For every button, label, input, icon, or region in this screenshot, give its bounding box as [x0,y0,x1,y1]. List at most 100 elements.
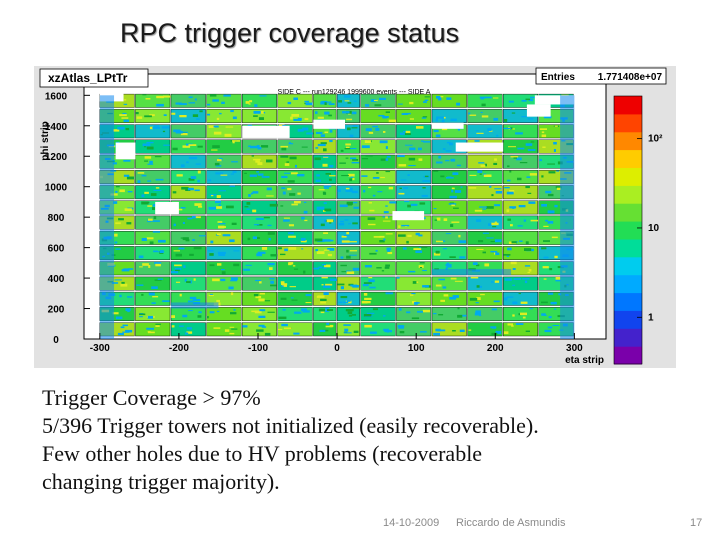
cell-texture [396,277,400,279]
cell-texture [154,156,162,158]
cell-texture [423,141,431,143]
cell-texture [146,237,154,240]
cell-texture [403,187,409,189]
cell-texture [269,278,275,280]
cell-texture [325,173,331,175]
cell-texture [316,131,323,134]
cell-texture [321,276,328,279]
cell-texture [433,332,440,336]
cell-texture [320,134,325,137]
cell-texture [259,292,265,295]
cell-texture [555,277,561,280]
x-tick-label: -200 [169,343,189,354]
cell-texture [343,324,351,326]
palette-tick-label: 1 [648,312,654,323]
cell-texture [251,310,259,313]
cell-texture [346,249,349,253]
cell-texture [250,145,258,149]
cell-texture [488,223,492,226]
cell-texture [316,206,325,210]
cell-texture [216,299,220,303]
cell-texture [153,204,157,207]
cell-texture [381,270,385,272]
palette-segment [614,203,642,222]
cell-texture [316,251,325,254]
cell-texture [373,236,381,238]
cell-texture [374,99,378,102]
cell-texture [124,208,132,211]
cell-texture [344,219,349,221]
cell-texture [437,98,442,101]
cell-texture [148,265,151,268]
cell-texture [295,164,297,168]
palette-segment [614,292,642,311]
body-line: Few other holes due to HV problems (reco… [42,441,483,466]
cell-texture [343,235,350,236]
cell-texture [352,125,358,127]
cell-texture [377,191,383,193]
cell-texture [232,116,237,120]
cell-texture [383,131,386,133]
cell-texture [348,223,351,225]
cell-texture [256,224,263,226]
cell-texture [433,129,439,133]
cell-texture [232,140,235,144]
tower-cell [431,246,467,260]
cell-texture [323,156,330,158]
cell-texture [402,247,407,250]
cell-texture [185,239,190,242]
cell-texture [303,240,306,243]
cell-texture [510,261,517,265]
cell-texture [412,301,416,304]
cell-texture [144,160,148,162]
coverage-hole [155,201,179,215]
cell-texture [491,222,499,226]
cell-texture [491,332,498,336]
palette-segment [614,185,642,204]
tower-cell [135,185,171,200]
cell-texture [320,301,326,304]
cell-texture [211,149,218,151]
tower-cell [206,93,242,108]
cell-texture [294,201,301,204]
cell-texture [316,174,320,177]
tower-cell [396,230,432,245]
cell-texture [507,323,513,326]
tower-cell [336,139,361,154]
cell-texture [322,267,327,269]
cell-texture [450,158,456,162]
cell-texture [245,264,252,266]
tower-cell [336,154,361,169]
cell-texture [506,296,514,298]
cell-texture [153,250,158,253]
cell-texture [261,247,268,250]
cell-texture [144,146,147,148]
cell-texture [341,240,350,243]
cell-texture [288,235,296,238]
tower-cell [313,322,337,337]
cell-texture [406,311,411,314]
cell-texture [306,132,314,135]
tower-cell [241,170,277,184]
cell-texture [326,101,332,103]
cell-texture [349,178,352,182]
cell-texture [383,315,386,317]
cell-texture [346,231,350,235]
cell-texture [317,143,326,147]
cell-texture [249,100,253,103]
cell-texture [290,116,293,120]
cell-texture [230,110,234,113]
cell-texture [324,111,330,115]
cell-texture [457,128,460,131]
cell-texture [230,173,234,175]
tower-cell [313,139,337,154]
cell-texture [218,253,226,256]
cell-texture [350,176,354,178]
cell-texture [452,330,456,332]
cell-texture [397,325,405,328]
tower-cell [277,276,313,291]
cell-texture [350,157,357,160]
cell-texture [252,236,257,240]
cell-texture [243,268,250,271]
cell-texture [434,219,438,221]
